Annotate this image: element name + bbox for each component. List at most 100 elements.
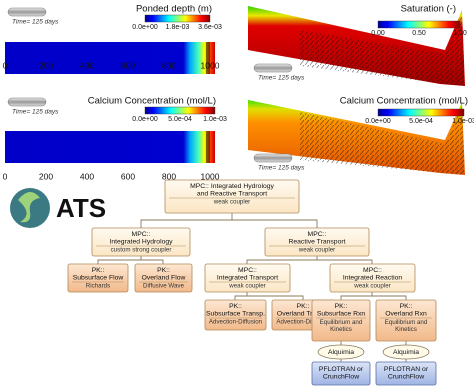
x-tick-label: 400 [80,171,94,181]
velocity-arrows [300,106,465,175]
node-label: CrunchFlow [388,373,424,380]
x-tick-label: 800 [162,171,176,181]
x-tick-label: 0 [3,60,8,70]
x-tick-label: 1000 [201,171,220,181]
node-subtitle: weak coupler [298,247,335,254]
colorbar [377,20,461,29]
node-subtitle-line: Kinetics [330,326,352,333]
node-label: Integrated Reaction [343,274,403,281]
ats-logo: ATS [10,188,106,228]
node-shape [311,299,371,342]
node-shape [317,344,365,360]
node-subtitle: Equilibrium and Kinetics [320,319,363,333]
node-subtitle: Advection-Diffusion [209,319,263,326]
time-label: Time= 125 days [12,109,59,116]
colorbar-tick-label: 0.50 [412,30,426,37]
node-subtitle-line: Equilibrium and [385,319,428,326]
node-label: PK:: [400,303,413,310]
node-shape [204,263,291,293]
node-shape [204,299,267,331]
time-label: Time= 125 days [12,19,59,26]
node-subtitle-line: Kinetics [395,326,417,333]
x-tick-label: 600 [121,171,135,181]
logo-text: ATS [56,193,106,223]
velocity-arrows [300,14,465,86]
node-label: Overland Transp. [277,310,329,317]
tree-edges [97,213,407,362]
node-label: MPC:: Integrated Hydrology [190,183,274,190]
colorbar-tick-label: 1.0e-03 [452,118,474,125]
x-tick-label: 0 [3,171,8,181]
colorbar [377,108,465,117]
colorbar-tick-label: 0.0e+00 [365,118,391,125]
x-tick-label: 1000 [201,60,220,70]
tree-node: Alquimia [317,344,365,360]
colorbar [144,106,216,115]
node-label: MPC:: [363,267,382,274]
node-subtitle: weak coupler [228,283,265,290]
colorbar-tick-label: 1.8e-03 [166,24,190,31]
node-subtitle: custom strong coupler [111,247,172,254]
node-label: Subsurface Flow [73,274,124,281]
node-label: PFLOTRAN or [319,366,364,373]
node-shape [329,263,416,293]
node-subtitle: Diffusive Wave [143,283,184,290]
time-label: Time= 125 days [258,75,305,82]
node-shape [67,263,129,293]
panel-title: Calcium Concentration (mol/L) [88,96,216,107]
time-pill [253,153,293,163]
colorbar-tick-label: 0.00 [371,30,385,37]
node-shape [164,179,300,214]
colorbar [144,14,211,23]
node-label: PK:: [297,303,310,310]
boundary [206,42,210,74]
node-label: PK:: [335,303,348,310]
x-tick-label: 800 [162,60,176,70]
node-label: Subsurface Rxn [317,310,366,317]
ponded-field [5,42,215,74]
node-label: Integrated Hydrology [109,238,173,245]
node-subtitle: weak coupler [213,199,250,206]
node-shape [134,263,193,293]
panel-title: Calcium Concentration (mol/L) [340,96,468,107]
colorbar-tick-label: 1.00 [453,30,467,37]
x-tick-label: 600 [121,60,135,70]
node-label: MPC:: [308,231,327,238]
node-label: Overland Flow [142,274,186,281]
node-label: Alquimia [328,349,354,356]
node-label: and Reactive Transport [197,190,267,197]
node-shape [375,361,437,386]
time-label: Time= 125 days [258,165,305,172]
node-label: MPC:: [238,267,257,274]
node-label: MPC:: [132,231,151,238]
time-pill [253,63,293,73]
colorbar-tick-label: 1.0e-03 [203,116,227,123]
node-label: Subsurface Transp. [206,310,265,317]
colorbar-tick-label: 0.0e+00 [132,24,158,31]
time-pill [7,7,47,17]
node-subtitle-line: Equilibrium and [320,319,363,326]
colorbar-tick-label: 5.0e-04 [168,116,192,123]
node-label: Reactive Transport [288,238,345,245]
x-tick-label: 200 [39,60,53,70]
node-subtitle: Advection-Diffusion [276,319,330,326]
node-label: PFLOTRAN or [384,366,429,373]
tree-node: Alquimia [382,344,430,360]
tree-node: PK::Subsurface Transp.Advection-Diffusio… [204,299,267,331]
node-shape [382,344,430,360]
node-shape [311,361,371,386]
node-subtitle: Equilibrium and Kinetics [385,319,428,333]
node-subtitle: weak coupler [353,283,390,290]
colorbar-tick-label: 5.0e-04 [409,118,433,125]
